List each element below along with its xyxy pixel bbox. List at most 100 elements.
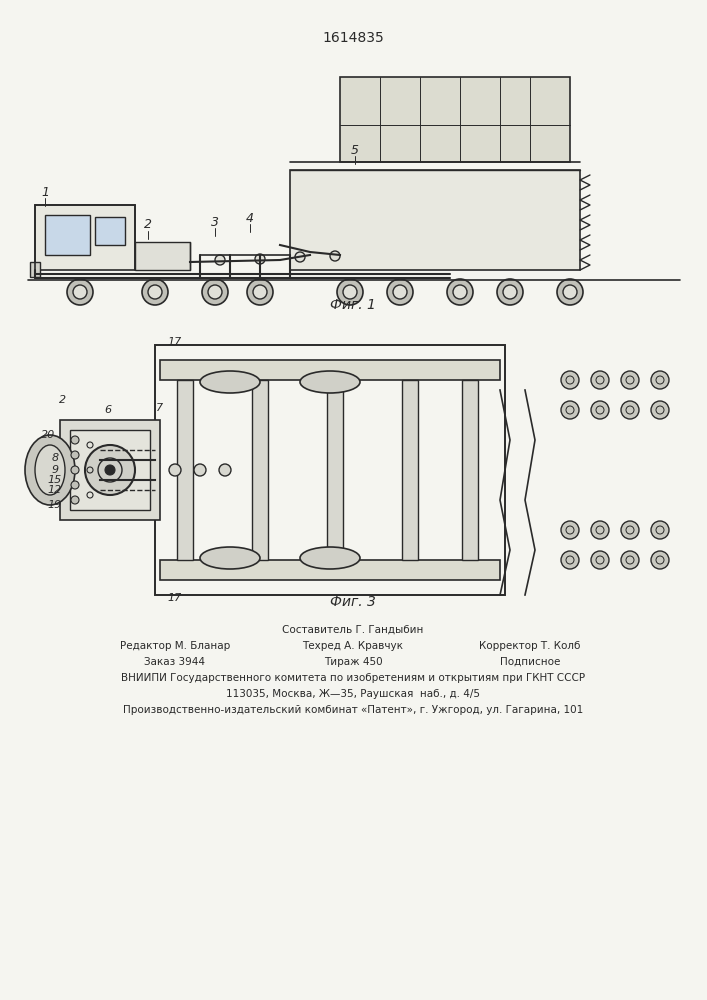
Circle shape <box>393 285 407 299</box>
Circle shape <box>71 436 79 444</box>
Circle shape <box>591 521 609 539</box>
Circle shape <box>591 551 609 569</box>
Circle shape <box>453 285 467 299</box>
Text: Фиг. 3: Фиг. 3 <box>330 595 376 609</box>
Circle shape <box>67 279 93 305</box>
Text: 8: 8 <box>52 453 59 463</box>
Bar <box>45 215 90 255</box>
Text: 6: 6 <box>105 405 112 415</box>
Circle shape <box>255 254 265 264</box>
Circle shape <box>202 279 228 305</box>
Circle shape <box>219 464 231 476</box>
Text: Подписное: Подписное <box>500 657 560 667</box>
Bar <box>35 205 135 270</box>
Circle shape <box>503 285 517 299</box>
Bar <box>340 77 570 162</box>
Text: 15: 15 <box>48 475 62 485</box>
Circle shape <box>169 464 181 476</box>
Circle shape <box>208 285 222 299</box>
Circle shape <box>215 255 225 265</box>
Text: 17: 17 <box>168 337 182 347</box>
Text: Составитель Г. Гандыбин: Составитель Г. Гандыбин <box>282 625 423 635</box>
Circle shape <box>561 521 579 539</box>
Circle shape <box>387 279 413 305</box>
Text: 5: 5 <box>351 143 359 156</box>
Circle shape <box>561 551 579 569</box>
Text: 113035, Москва, Ж—35, Раушская  наб., д. 4/5: 113035, Москва, Ж—35, Раушская наб., д. … <box>226 689 480 699</box>
Bar <box>252 380 268 560</box>
Circle shape <box>621 401 639 419</box>
Circle shape <box>148 285 162 299</box>
Circle shape <box>497 279 523 305</box>
Ellipse shape <box>200 371 260 393</box>
Circle shape <box>253 285 267 299</box>
Bar <box>177 380 193 560</box>
Text: Корректор Т. Колб: Корректор Т. Колб <box>479 641 580 651</box>
Text: Техред А. Кравчук: Техред А. Кравчук <box>303 641 404 651</box>
Bar <box>60 420 160 520</box>
Bar <box>70 430 150 510</box>
Circle shape <box>71 451 79 459</box>
Circle shape <box>621 521 639 539</box>
Circle shape <box>71 466 79 474</box>
Circle shape <box>330 251 340 261</box>
Bar <box>402 380 418 560</box>
Circle shape <box>73 285 87 299</box>
Circle shape <box>561 371 579 389</box>
Circle shape <box>561 401 579 419</box>
Ellipse shape <box>35 445 65 495</box>
Circle shape <box>343 285 357 299</box>
Bar <box>290 170 580 270</box>
Bar <box>135 242 190 270</box>
Circle shape <box>651 371 669 389</box>
Bar <box>462 380 478 560</box>
Circle shape <box>651 551 669 569</box>
Text: 19: 19 <box>48 500 62 510</box>
Ellipse shape <box>300 371 360 393</box>
Circle shape <box>557 279 583 305</box>
Text: 3: 3 <box>211 216 219 229</box>
Circle shape <box>591 371 609 389</box>
Circle shape <box>651 521 669 539</box>
Circle shape <box>651 401 669 419</box>
Ellipse shape <box>25 435 75 505</box>
Circle shape <box>71 496 79 504</box>
Text: Заказ 3944: Заказ 3944 <box>144 657 206 667</box>
Bar <box>160 560 500 580</box>
Circle shape <box>591 401 609 419</box>
Circle shape <box>105 465 115 475</box>
Text: Тираж 450: Тираж 450 <box>324 657 382 667</box>
Text: 1: 1 <box>41 186 49 198</box>
Text: 2: 2 <box>59 395 66 405</box>
Text: 12: 12 <box>48 485 62 495</box>
Ellipse shape <box>200 547 260 569</box>
Circle shape <box>563 285 577 299</box>
Text: ВНИИПИ Государственного комитета по изобретениям и открытиям при ГКНТ СССР: ВНИИПИ Государственного комитета по изоб… <box>121 673 585 683</box>
Circle shape <box>85 445 135 495</box>
Bar <box>155 345 505 595</box>
Text: Фиг. 1: Фиг. 1 <box>330 298 376 312</box>
Text: 1614835: 1614835 <box>322 31 384 45</box>
Circle shape <box>621 551 639 569</box>
Text: 9: 9 <box>52 465 59 475</box>
Circle shape <box>142 279 168 305</box>
Circle shape <box>447 279 473 305</box>
Circle shape <box>337 279 363 305</box>
Bar <box>95 217 125 245</box>
Circle shape <box>247 279 273 305</box>
Text: 17: 17 <box>168 593 182 603</box>
Text: 20: 20 <box>41 430 55 440</box>
Text: Редактор М. Бланар: Редактор М. Бланар <box>120 641 230 651</box>
Text: Производственно-издательский комбинат «Патент», г. Ужгород, ул. Гагарина, 101: Производственно-издательский комбинат «П… <box>123 705 583 715</box>
Text: 4: 4 <box>246 212 254 225</box>
Text: 7: 7 <box>156 403 163 413</box>
Circle shape <box>621 371 639 389</box>
Circle shape <box>194 464 206 476</box>
Bar <box>160 360 500 380</box>
Circle shape <box>295 252 305 262</box>
Circle shape <box>71 481 79 489</box>
Bar <box>30 262 40 277</box>
Ellipse shape <box>300 547 360 569</box>
Text: 2: 2 <box>144 219 152 232</box>
Bar <box>327 380 343 560</box>
